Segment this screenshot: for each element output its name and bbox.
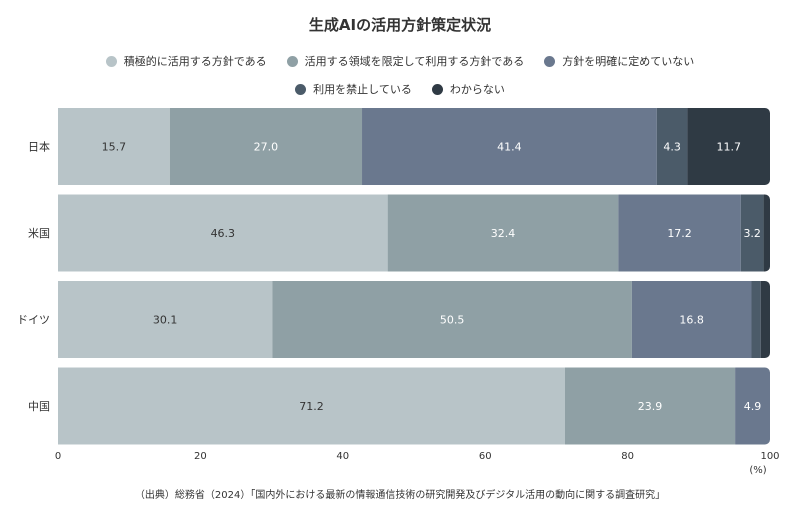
chart-title: 生成AIの活用方針策定状況: [308, 16, 492, 34]
x-tick-label: 100: [760, 451, 779, 462]
bar-segment: [656, 108, 688, 185]
legend-label: 活用する領域を限定して利用する方針である: [304, 55, 525, 68]
bar-segment: [564, 367, 736, 445]
bar-segment: [618, 194, 741, 272]
bar-segment: [169, 108, 363, 185]
legend-item: 活用する領域を限定して利用する方針である: [286, 53, 525, 69]
category-label: 中国: [28, 400, 50, 413]
x-unit-label: (%): [749, 465, 766, 476]
legend-label: わからない: [449, 83, 505, 96]
data-label: 4.9: [744, 400, 762, 413]
data-label: 3.2: [743, 227, 761, 240]
bar-segment: [387, 194, 619, 272]
bar-segment: [740, 194, 764, 272]
data-label: 17.2: [667, 227, 692, 240]
x-tick-label: 0: [55, 451, 61, 462]
legend-dot-icon: [431, 83, 443, 95]
x-tick-label: 60: [479, 451, 492, 462]
data-label: 11.7: [716, 141, 741, 154]
x-tick-label: 20: [194, 451, 207, 462]
data-label: 50.5: [440, 314, 465, 327]
legend-item: 利用を禁止している: [295, 81, 412, 97]
legend-dot-icon: [544, 55, 556, 67]
data-label: 46.3: [211, 227, 236, 240]
bar-segment: [58, 281, 273, 358]
legend-label: 積極的に活用する方針である: [123, 55, 267, 68]
legend-item: わからない: [431, 81, 505, 97]
bar-segment: [272, 281, 632, 358]
x-tick-label: 80: [621, 451, 634, 462]
legend-dot-icon: [295, 83, 307, 95]
legend-label: 方針を明確に定めていない: [562, 55, 695, 68]
data-label: 23.9: [638, 400, 663, 413]
legend-item: 方針を明確に定めていない: [544, 53, 694, 69]
data-label: 32.4: [491, 227, 516, 240]
legend-label: 利用を禁止している: [313, 83, 412, 96]
x-tick-label: 40: [336, 451, 349, 462]
data-label: 71.2: [299, 400, 324, 413]
bar-segment: [687, 108, 770, 185]
bar-group: [58, 281, 770, 358]
source-note: （出典）総務省（2024）「国内外における最新の情報通信技術の研究開発及びデジタ…: [134, 490, 666, 501]
category-label: ドイツ: [17, 314, 50, 327]
data-label: 30.1: [153, 314, 178, 327]
bar-segment: [631, 281, 752, 358]
bar-segment: [735, 367, 770, 445]
data-label: 16.8: [679, 314, 704, 327]
bar-segment: [760, 281, 770, 358]
data-label: 4.3: [663, 141, 681, 154]
bar-segment: [58, 108, 170, 185]
bar-segment: [751, 281, 761, 358]
bar-group: [58, 367, 770, 445]
category-label: 米国: [28, 227, 50, 240]
category-label: 日本: [28, 140, 50, 154]
data-label: 41.4: [497, 141, 522, 154]
data-label: 27.0: [254, 141, 279, 154]
bar-group: [58, 194, 770, 272]
legend-dot-icon: [286, 55, 298, 67]
data-label: 15.7: [102, 141, 127, 154]
legend-dot-icon: [105, 55, 117, 67]
legend-item: 積極的に活用する方針である: [105, 53, 267, 69]
bar-segment: [362, 108, 657, 185]
bar-segment: [58, 367, 565, 445]
bar-group: [58, 108, 770, 185]
legend-row-2: 利用を禁止している わからない: [0, 81, 800, 97]
bar-segment: [58, 194, 388, 272]
bar-segment: [763, 194, 770, 272]
legend-row-1: 積極的に活用する方針である 活用する領域を限定して利用する方針である 方針を明確…: [0, 53, 800, 69]
